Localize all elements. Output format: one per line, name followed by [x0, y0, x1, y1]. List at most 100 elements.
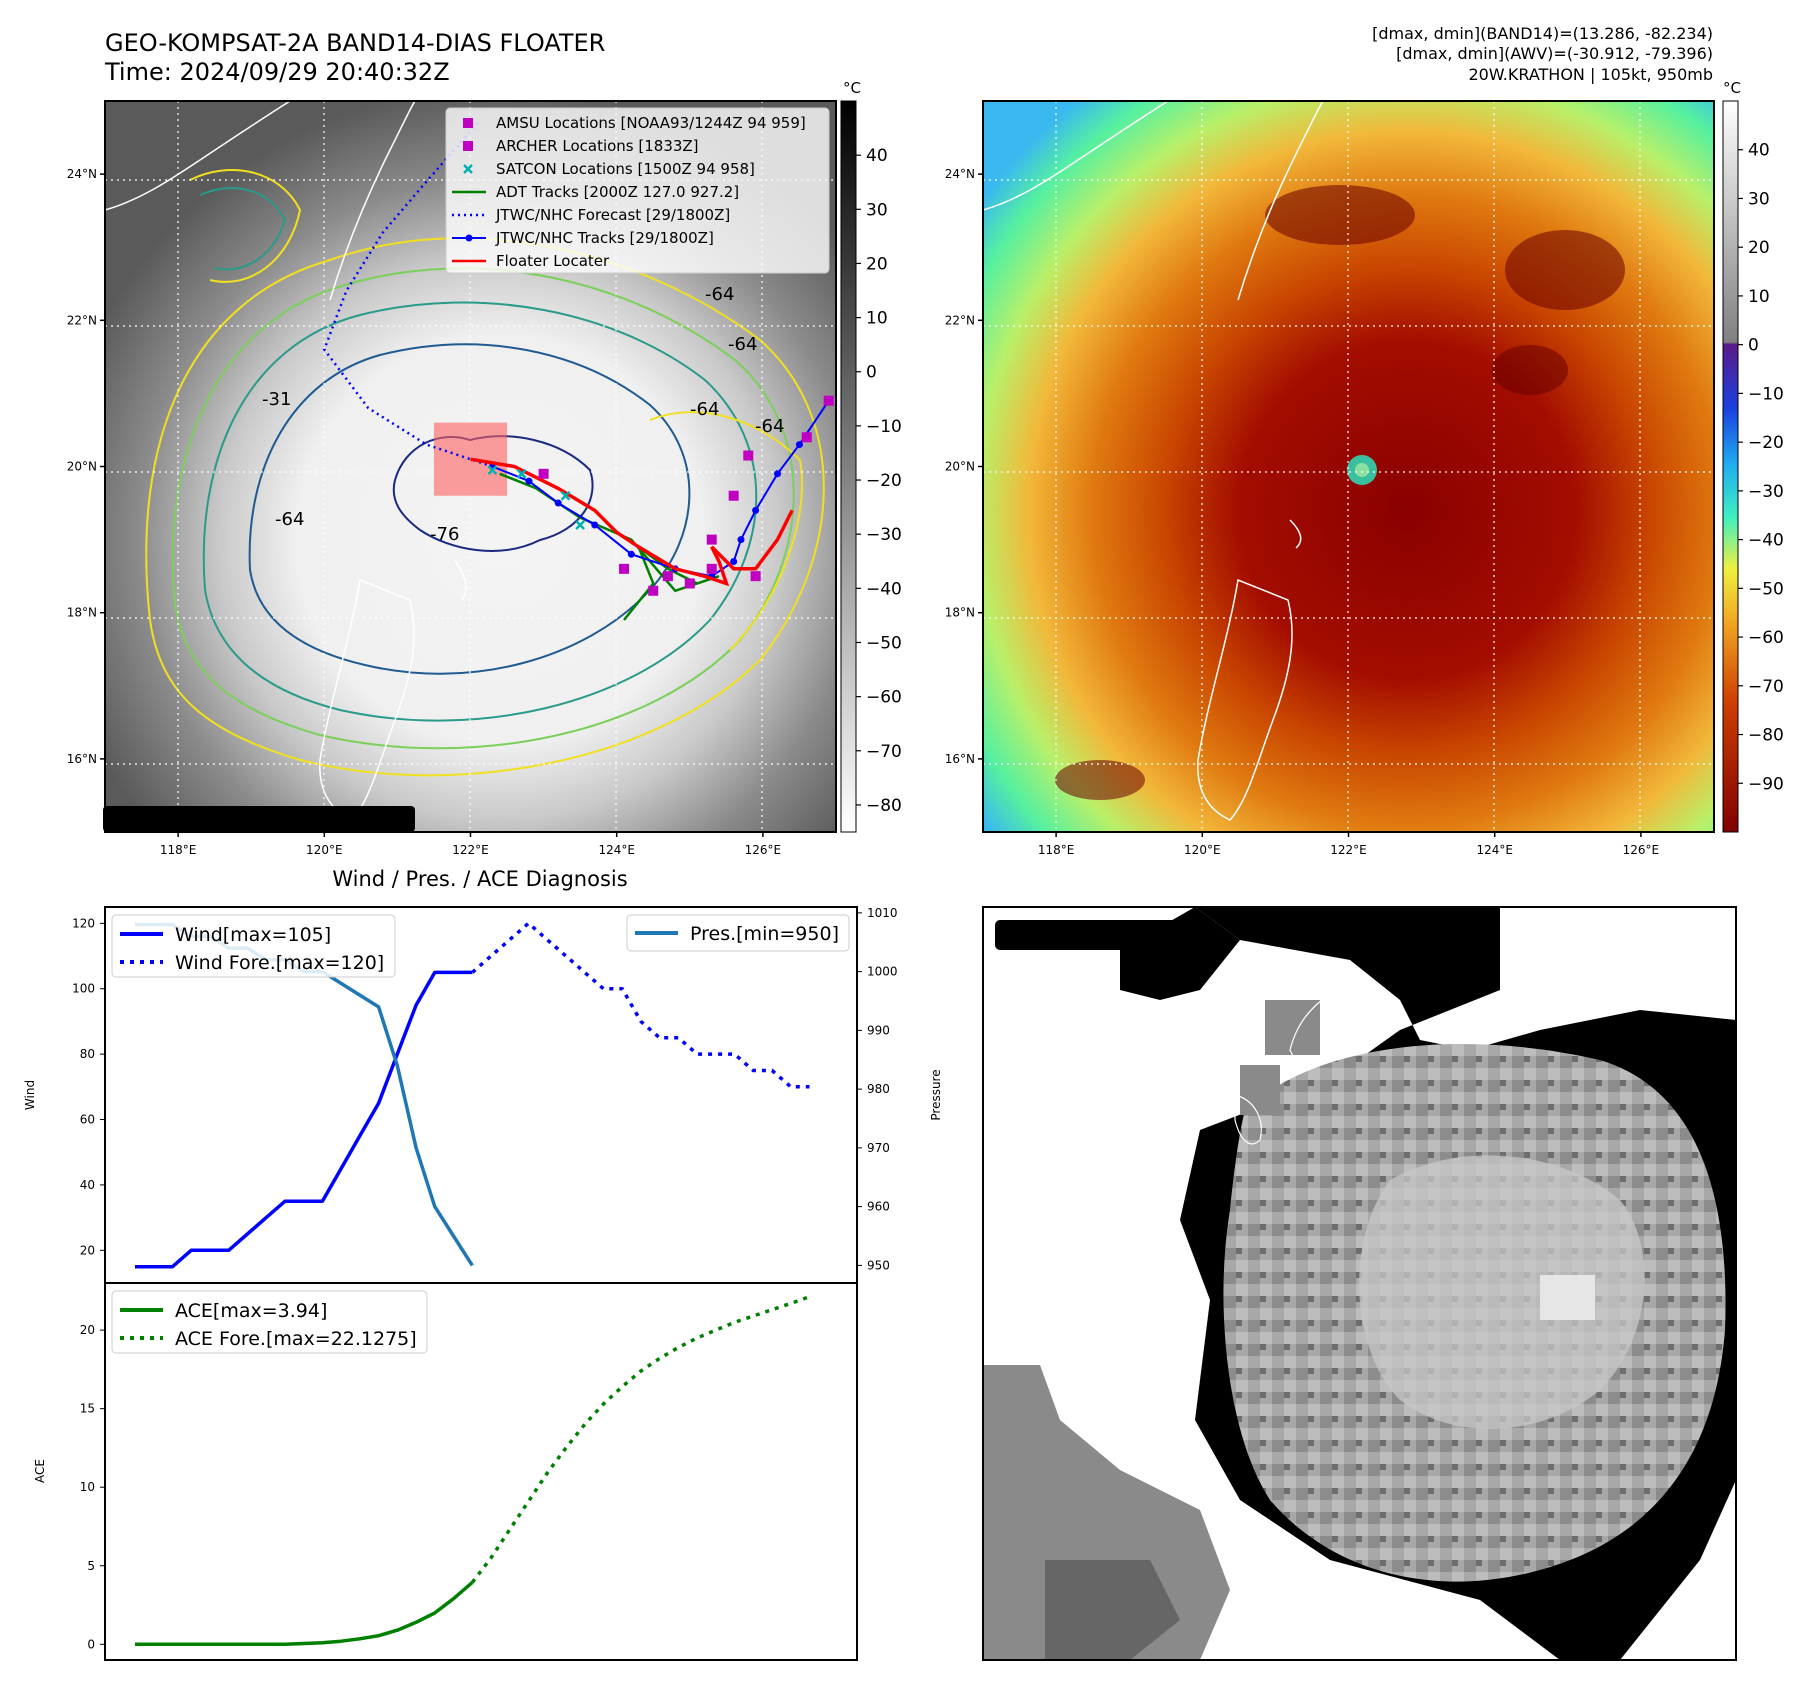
wmg-panel: WMG Count: 15	[982, 906, 1737, 1661]
dark-band	[1505, 230, 1625, 310]
contour-ring-blue	[248, 343, 691, 675]
colorbar-tick-label: −80	[866, 796, 902, 816]
jtwc-track-point	[591, 521, 599, 529]
amsu-marker	[706, 534, 717, 545]
wmg-count-label: WMG Count: 15	[1003, 923, 1178, 947]
legend-label-wind-forecast: Wind Fore.[max=120]	[175, 952, 384, 974]
wmg-frame	[982, 906, 1737, 1661]
lon-tick-label: 118°E	[160, 843, 197, 857]
pressure-ytick-label: 950	[867, 1258, 890, 1272]
amsu-marker	[648, 585, 659, 596]
awv-gridlines	[983, 101, 1714, 832]
legend-marker-square	[463, 141, 473, 151]
satcon-marker	[516, 468, 527, 479]
lon-tick-label: 124°E	[1476, 843, 1513, 857]
info-line3: 20W.KRATHON | 105kt, 950mb	[1468, 65, 1713, 84]
lon-tick-label: 120°E	[306, 843, 343, 857]
lon-tick-label: 126°E	[1623, 843, 1660, 857]
wind-ylabel: Wind	[23, 1080, 37, 1110]
colorbar-tick-label: −10	[1748, 384, 1784, 404]
amsu-marker	[684, 578, 695, 589]
amsu-marker	[801, 432, 812, 443]
ace-ytick-label: 20	[80, 1323, 95, 1337]
coast-china	[105, 101, 291, 211]
wind-ytick-label: 80	[80, 1047, 95, 1061]
ir-map-panel: -64 -64 -64 -64 -64 -76 -31 AMSU Locatio…	[67, 79, 902, 857]
lat-tick-label: 24°N	[945, 167, 975, 181]
awv-eye	[1347, 455, 1377, 485]
dark-band	[1265, 185, 1415, 245]
wmg-count-box	[995, 920, 1186, 950]
series-line-1	[471, 921, 810, 1089]
lat-tick-label: 22°N	[945, 313, 975, 327]
dark-band	[1055, 760, 1145, 800]
colorbar-tick-label: −20	[1748, 433, 1784, 453]
colorbar-tick-label: −70	[1748, 677, 1784, 697]
colorbar-tick-label: −20	[866, 471, 902, 491]
awv-colorbar-ticks: 40 30 20 10 0 −10 −20 −30 −40 −50 −60 −70 −80 −90	[1738, 141, 1784, 794]
lon-tick-label: 126°E	[745, 843, 782, 857]
series-line-0	[135, 970, 473, 1269]
wmg-gray-block	[1265, 1000, 1320, 1055]
amsu-marker	[538, 468, 549, 479]
wmg-bright-spot	[1540, 1275, 1595, 1320]
ace-series-line-1	[470, 1295, 811, 1584]
amsu-marker	[619, 563, 630, 574]
wind-legend-box	[111, 914, 396, 978]
contour-north-teal	[199, 187, 287, 271]
ace-plot-layer: 0 5 10 15 20	[80, 1295, 811, 1651]
wind-ytick-label: 60	[80, 1113, 95, 1127]
ir-legend: AMSU Locations [NOAA93/1244Z 94 959] ARC…	[445, 107, 830, 274]
coast-china	[983, 101, 1169, 211]
diagnosis-chart: Wind / Pres. / ACE Diagnosis 20406080100…	[23, 867, 943, 1661]
colorbar-tick-label: −90	[1748, 774, 1784, 794]
pressure-ytick-label: 960	[867, 1200, 890, 1214]
legend-box	[445, 107, 830, 274]
contour-north-yellow	[189, 169, 302, 283]
awv-colorbar	[1722, 100, 1739, 833]
diagnosis-title: Wind / Pres. / ACE Diagnosis	[332, 867, 627, 891]
amsu-marker	[662, 571, 673, 582]
legend-label-satcon: SATCON Locations [1500Z 94 958]	[496, 160, 755, 178]
lat-tick-label: 24°N	[67, 167, 97, 181]
contour-ring-teal	[202, 301, 758, 722]
colorbar-tick-label: −60	[1748, 628, 1784, 648]
colorbar-tick-label: −50	[1748, 579, 1784, 599]
colorbar-tick-label: −50	[866, 633, 902, 653]
contour-label: -76	[430, 524, 459, 545]
jtwc-track-point	[730, 558, 738, 566]
contour-label: -64	[690, 399, 719, 420]
colorbar-tick-label: 0	[1748, 336, 1759, 356]
ace-series-line-0	[135, 1581, 474, 1647]
colorbar-tick-label: 20	[866, 254, 888, 274]
colorbar-tick-label: 10	[1748, 287, 1770, 307]
floater-box	[433, 422, 508, 496]
pressure-legend-box	[626, 914, 850, 952]
colorbar-tick-label: −30	[866, 525, 902, 545]
legend-label-pressure: Pres.[min=950]	[690, 923, 839, 945]
colorbar-tick-label: −60	[866, 688, 902, 708]
lat-tick-label: 16°N	[67, 752, 97, 766]
ace-legend: ACE[max=3.94] ACE Fore.[max=22.1275]	[111, 1290, 428, 1354]
jtwc-track-point	[774, 470, 782, 478]
awv-overlays	[983, 101, 1714, 832]
ir-contour-label-layer: -64 -64 -64 -64 -64 -76 -31	[262, 284, 784, 545]
ace-ylabel: ACE	[33, 1459, 47, 1483]
awv-axis-labels: 24°N 22°N 20°N 18°N 16°N 118°E 120°E 122°E 124°E…	[945, 167, 1659, 857]
wmg-black-north	[1120, 907, 1240, 1000]
lat-tick-label: 18°N	[945, 606, 975, 620]
lon-tick-label: 122°E	[1330, 843, 1367, 857]
colorbar-tick-label: 20	[1748, 238, 1770, 258]
coast-islet	[1289, 519, 1302, 549]
lat-tick-label: 20°N	[67, 460, 97, 474]
lon-tick-label: 122°E	[452, 843, 489, 857]
lat-tick-label: 16°N	[945, 752, 975, 766]
wmg-gray-southwest	[983, 1365, 1230, 1660]
satcon-marker	[575, 520, 586, 530]
jtwc-track-point	[554, 499, 562, 507]
colorbar-tick-label: 30	[1748, 189, 1770, 209]
pressure-ylabel: Pressure	[929, 1069, 943, 1120]
contour-label: -31	[262, 389, 291, 410]
dark-band	[1492, 345, 1568, 395]
eye-core	[1355, 463, 1369, 477]
